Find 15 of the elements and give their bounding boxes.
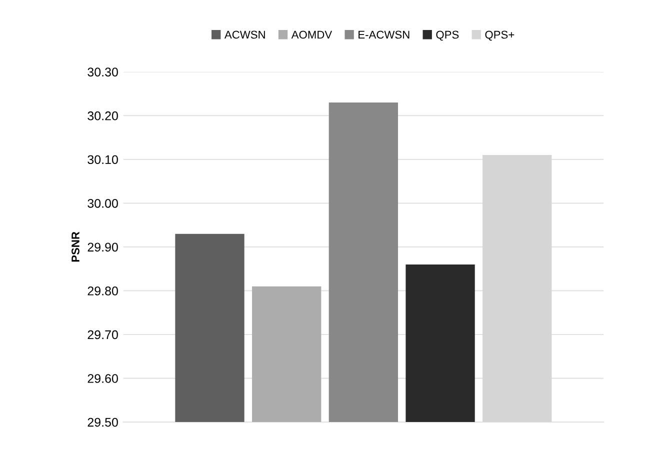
y-axis-title: PSNR <box>72 232 80 262</box>
legend-label: AOMDV <box>291 30 332 39</box>
legend-label: QPS <box>436 30 459 41</box>
y-tick-label: 29.70 <box>88 330 118 340</box>
y-tick-label: 30.20 <box>88 111 118 120</box>
legend-label: ACWSN <box>224 30 265 39</box>
y-tick-label: 29.90 <box>88 242 118 252</box>
y-tick-label: 29.60 <box>88 374 118 383</box>
y-tick-label: 29.50 <box>88 418 118 427</box>
y-tick-label: 30.10 <box>88 155 118 164</box>
y-tick-label: 30.00 <box>88 198 118 208</box>
y-tick-label: 30.30 <box>88 68 118 76</box>
legend-label: QPS+ <box>485 30 514 41</box>
legend-label: E-ACWSN <box>358 30 410 39</box>
y-tick-label: 29.80 <box>88 286 118 296</box>
